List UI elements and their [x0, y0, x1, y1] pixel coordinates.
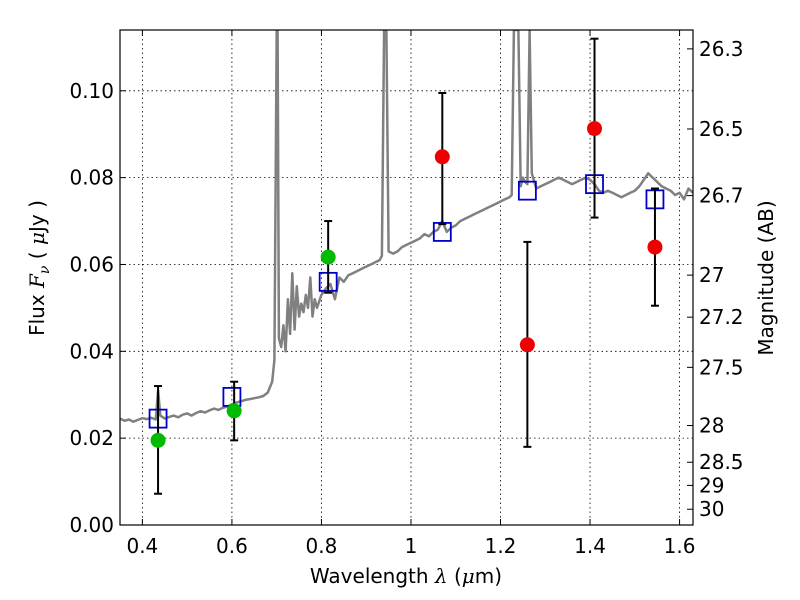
y-tick-label: 0.00 — [69, 513, 114, 537]
y-tick-label: 0.10 — [69, 79, 114, 103]
optical-photometry-point — [150, 432, 166, 448]
y-tick-label: 0.06 — [69, 252, 114, 276]
mag-tick-label: 26.5 — [699, 117, 744, 141]
mag-tick-label: 27.5 — [699, 355, 744, 379]
mag-tick-label: 28.5 — [699, 450, 744, 474]
nir-photometry-point — [587, 121, 603, 137]
optical-photometry-point — [226, 403, 242, 419]
mag-tick-label: 26.7 — [699, 184, 744, 208]
nir-photometry-point — [434, 149, 450, 165]
mag-tick-label: 26.3 — [699, 37, 744, 61]
grid — [120, 30, 693, 525]
optical-photometry-point — [320, 249, 336, 265]
plot-frame — [119, 29, 694, 526]
x-tick-label: 1 — [405, 534, 418, 558]
y-tick-label: 0.02 — [69, 426, 114, 450]
mag-tick-label: 30 — [699, 497, 724, 521]
x-tick-label: 1.2 — [485, 534, 517, 558]
mag-tick-label: 27 — [699, 263, 724, 287]
model-photometry-square — [517, 180, 537, 201]
y-tick-label: 0.08 — [69, 166, 114, 190]
mag-tick-label: 29 — [699, 473, 724, 497]
x-tick-label: 0.6 — [216, 534, 248, 558]
y-tick-label: 0.04 — [69, 339, 114, 363]
x-tick-label: 0.8 — [306, 534, 338, 558]
y-axis-label: Flux Fν ( μJy ) — [25, 200, 53, 336]
x-axis-label: Wavelength λ (μm) — [310, 564, 502, 588]
mag-tick-label: 27.2 — [699, 305, 744, 329]
mag-tick-label: 28 — [699, 414, 724, 438]
nir-photometry-point — [647, 239, 663, 255]
axes: 0.4 0.6 0.8 1 1.2 1.4 1.6 0.00 0.02 0.04 0.06 0.08 0… — [69, 30, 744, 558]
x-tick-label: 1.4 — [574, 534, 606, 558]
sed-template-line — [120, 30, 693, 423]
x-tick-label: 1.6 — [664, 534, 696, 558]
y2-axis-label: Magnitude (AB) — [754, 200, 778, 355]
x-tick-label: 0.4 — [126, 534, 158, 558]
plot-area — [120, 30, 693, 495]
nir-photometry-point — [519, 337, 535, 353]
